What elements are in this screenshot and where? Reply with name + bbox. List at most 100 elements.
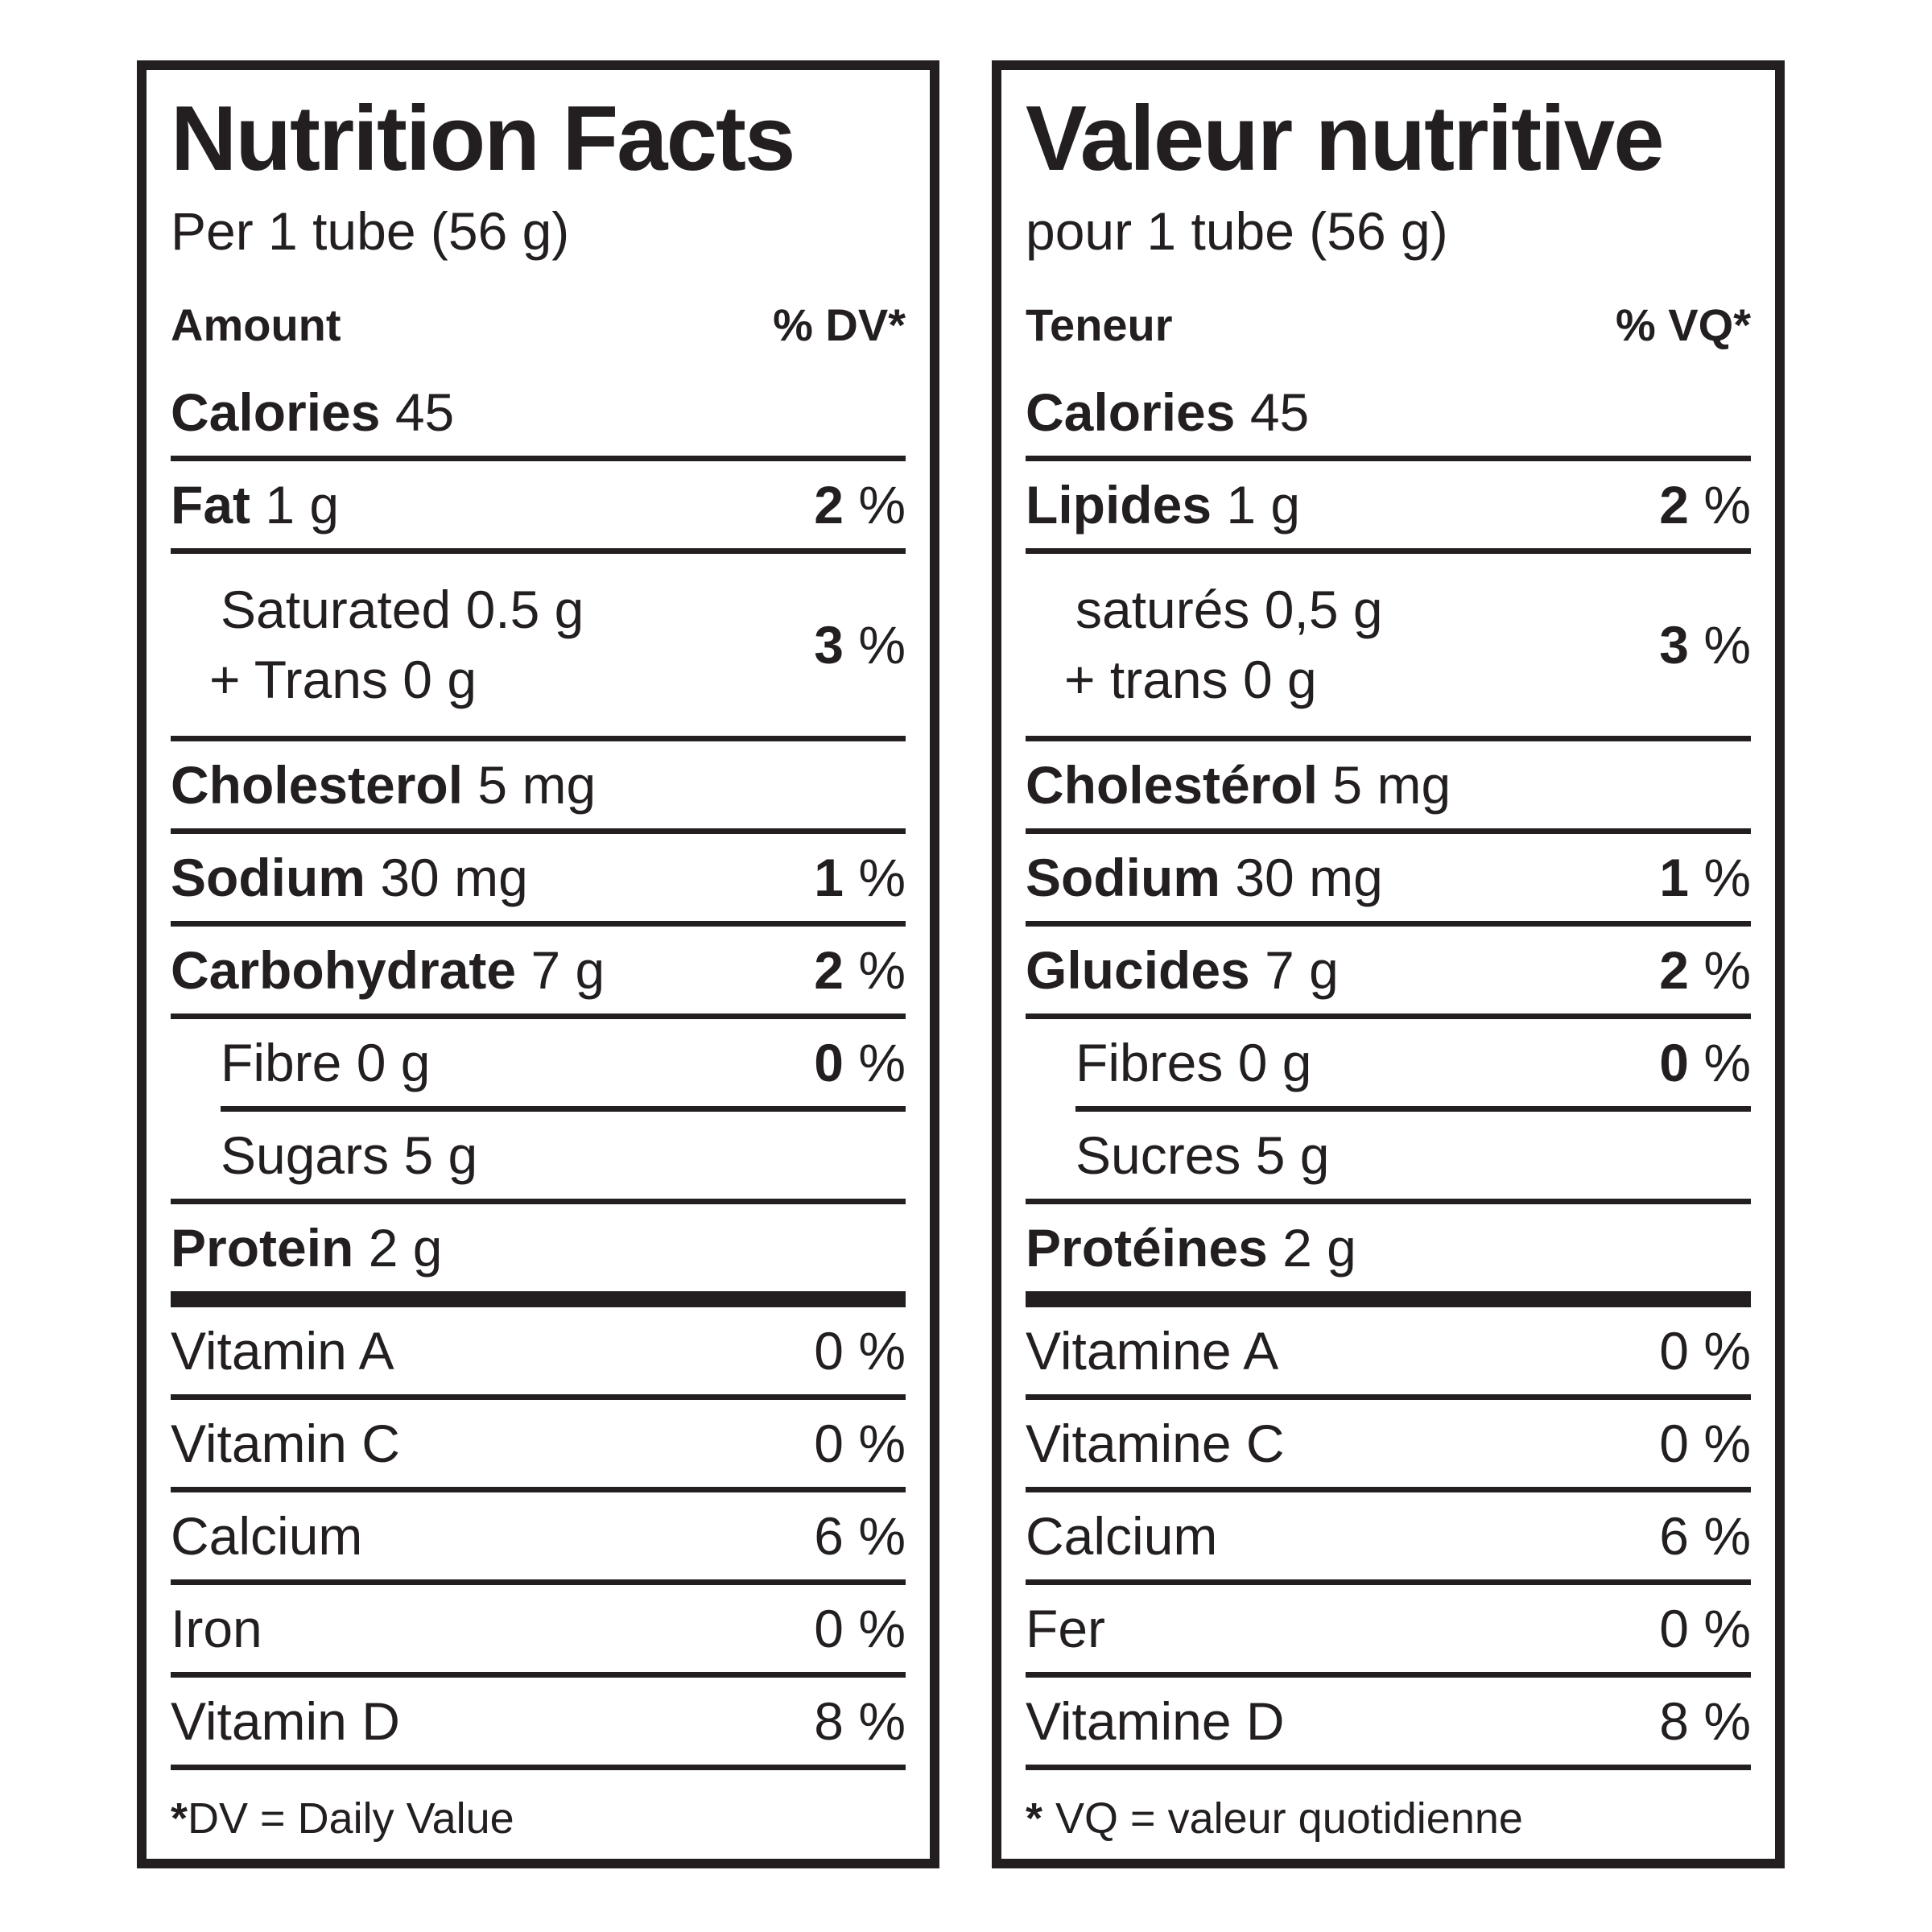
nutrient-name-and-amount: Fat 1 g <box>171 473 339 538</box>
percent-number: 0 <box>1659 1033 1689 1093</box>
percent-number: 0 <box>1659 1599 1689 1659</box>
percent-number: 3 <box>1659 615 1689 675</box>
percent-number: 0 <box>1659 1321 1689 1381</box>
nutrient-name-and-amount: Calories 45 <box>1026 380 1309 445</box>
nutrient-row-vitamine-a: Vitamine A 0 % <box>1026 1307 1751 1394</box>
nutrient-label: Fat <box>171 474 250 535</box>
daily-value-percent: 2 % <box>1659 939 1751 1001</box>
percent-sign: % <box>1703 1321 1751 1381</box>
column-dv-label: % VQ* <box>1615 299 1751 351</box>
column-header: Amount % DV* <box>171 279 906 369</box>
nutrient-subline: + trans 0 g <box>1064 645 1383 715</box>
nutrient-row-vitamin-c: Vitamin C 0 % <box>171 1400 906 1487</box>
nutrient-amount: 5 mg <box>477 754 597 815</box>
footnote-text: DV = Daily Value <box>188 1794 514 1843</box>
nutrient-name-and-amount: Vitamine C <box>1026 1411 1285 1476</box>
row-divider <box>171 828 906 835</box>
section-separator-bar <box>171 1291 906 1308</box>
percent-sign: % <box>858 1691 906 1752</box>
percent-sign: % <box>858 1506 906 1567</box>
nutrient-name-and-amount: Saturated 0.5 g + Trans 0 g <box>171 575 584 715</box>
nutrient-label: Sugars <box>221 1125 390 1185</box>
nutrient-name-and-amount: Lipides 1 g <box>1026 473 1300 538</box>
row-divider <box>1026 1672 1751 1678</box>
nutrient-label: Sodium <box>171 847 365 907</box>
percent-sign: % <box>1703 848 1751 908</box>
nutrient-label: Vitamine D <box>1026 1690 1285 1751</box>
daily-value-percent: 0 % <box>814 1032 906 1093</box>
daily-value-percent: 2 % <box>814 474 906 535</box>
nutrient-row-fat: Fat 1 g 2 % <box>171 461 906 548</box>
row-divider <box>1026 1199 1751 1205</box>
nutrient-label: Fer <box>1026 1598 1105 1658</box>
nutrient-row-vitamine-d: Vitamine D 8 % <box>1026 1678 1751 1765</box>
daily-value-percent: 1 % <box>814 847 906 908</box>
nutrient-label: Protéines <box>1026 1217 1268 1278</box>
nutrient-row-sodium: Sodium 30 mg 1 % <box>1026 834 1751 921</box>
percent-sign: % <box>858 1599 906 1659</box>
nutrient-name-and-amount: Fibres 0 g <box>1026 1030 1311 1096</box>
nutrient-name-and-amount: Calcium <box>1026 1504 1217 1569</box>
nutrient-row-sucres: Sucres 5 g <box>1026 1112 1751 1199</box>
nutrient-row-sugars: Sugars 5 g <box>171 1112 906 1199</box>
section-separator-bar <box>1026 1291 1751 1308</box>
nutrient-row-calories: Calories 45 <box>171 369 906 456</box>
nutrient-amount: 2 g <box>1282 1217 1356 1278</box>
row-divider <box>171 736 906 742</box>
row-divider <box>1026 1394 1751 1401</box>
nutrient-name-and-amount: Sodium 30 mg <box>1026 845 1383 910</box>
row-divider <box>1026 1013 1751 1020</box>
daily-value-percent: 0 % <box>1659 1413 1751 1474</box>
nutrient-row-calcium: Calcium 6 % <box>1026 1492 1751 1579</box>
nutrient-amount: 2 g <box>368 1217 443 1278</box>
daily-value-percent: 2 % <box>1659 474 1751 535</box>
nutrient-name-and-amount: Sucres 5 g <box>1026 1123 1330 1188</box>
percent-number: 0 <box>814 1321 844 1381</box>
row-divider <box>1026 921 1751 927</box>
daily-value-percent: 0 % <box>814 1598 906 1659</box>
nutrient-label: Calories <box>1026 382 1236 442</box>
nutrient-label: Vitamine C <box>1026 1413 1285 1473</box>
percent-sign: % <box>858 1321 906 1381</box>
nutrient-amount: 5 g <box>403 1125 478 1185</box>
row-divider <box>1026 456 1751 462</box>
nutrient-label: Cholesterol <box>171 754 464 815</box>
nutrient-label: Sodium <box>1026 847 1220 907</box>
daily-value-percent: 8 % <box>1659 1690 1751 1752</box>
nutrient-name-and-amount: Glucides 7 g <box>1026 938 1339 1003</box>
percent-number: 6 <box>1659 1506 1689 1567</box>
nutrient-amount: 0 g <box>356 1032 431 1092</box>
nutrition-facts-panel-french: Valeur nutritive pour 1 tube (56 g) Tene… <box>992 60 1785 1868</box>
column-header: Teneur % VQ* <box>1026 279 1751 369</box>
footnote-divider <box>171 1765 906 1771</box>
percent-sign: % <box>1703 475 1751 535</box>
nutrient-row-iron: Iron 0 % <box>171 1585 906 1672</box>
nutrient-label: Sucres <box>1075 1125 1241 1185</box>
nutrient-name-and-amount: Sugars 5 g <box>171 1123 477 1188</box>
nutrient-label: Lipides <box>1026 474 1212 535</box>
daily-value-percent: 0 % <box>1659 1598 1751 1659</box>
percent-sign: % <box>858 475 906 535</box>
nutrient-label: Vitamin C <box>171 1413 400 1473</box>
nutrient-amount: 45 <box>1249 382 1310 442</box>
nutrient-name-and-amount: Protéines 2 g <box>1026 1216 1356 1281</box>
footnote-text: VQ = valeur quotidienne <box>1055 1794 1523 1843</box>
daily-value-percent: 3 % <box>1659 614 1751 675</box>
nutrient-row-carbohydrate: Carbohydrate 7 g 2 % <box>171 927 906 1013</box>
percent-number: 0 <box>814 1033 844 1093</box>
panel-title: Valeur nutritive <box>1026 88 1665 190</box>
percent-number: 8 <box>1659 1691 1689 1752</box>
nutrient-name-and-amount: Sodium 30 mg <box>171 845 528 910</box>
nutrient-amount: 0 g <box>1237 1032 1312 1092</box>
nutrient-name-and-amount: Vitamine D <box>1026 1689 1285 1754</box>
nutrient-amount: 0 g <box>1242 650 1317 710</box>
percent-sign: % <box>858 1033 906 1093</box>
nutrient-amount: 5 mg <box>1332 754 1451 815</box>
column-amount-label: Amount <box>171 299 341 351</box>
nutrient-label: + Trans <box>209 650 388 710</box>
nutrient-amount: 0.5 g <box>465 579 584 639</box>
nutrient-name-and-amount: Vitamin A <box>171 1319 394 1384</box>
nutrient-name-and-amount: Iron <box>171 1596 262 1662</box>
